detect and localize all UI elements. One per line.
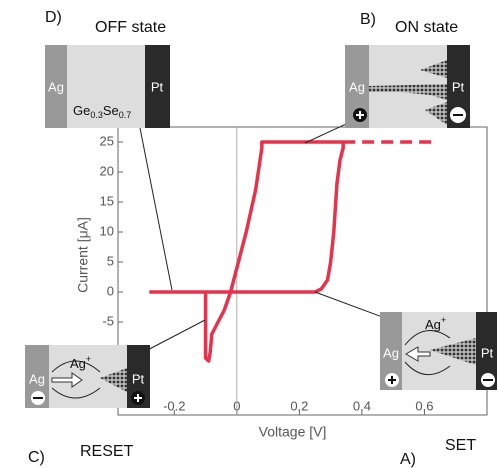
panel-on: Ag Pt B) ON state bbox=[345, 11, 470, 128]
y-tick-label: 0 bbox=[107, 283, 114, 298]
y-axis-label: Current [μA] bbox=[75, 217, 91, 293]
panel-caption: ON state bbox=[395, 19, 458, 36]
x-tick-label: 0.4 bbox=[353, 398, 371, 413]
panel-label: B) bbox=[360, 11, 376, 28]
y-tick-label: -5 bbox=[102, 313, 114, 328]
panel-caption: RESET bbox=[80, 443, 134, 460]
panel-caption: OFF state bbox=[95, 19, 166, 36]
panel-off: Ag Pt Ge0.3Se0.7 D) OFF state bbox=[45, 9, 170, 128]
y-tick-label: 20 bbox=[100, 163, 114, 178]
cathode: Pt bbox=[452, 79, 465, 94]
connector bbox=[314, 291, 386, 319]
anode: Ag bbox=[48, 79, 64, 94]
panel-label: A) bbox=[400, 451, 416, 468]
panel-label: D) bbox=[45, 9, 62, 26]
panel-label: C) bbox=[28, 449, 45, 466]
anode: Ag bbox=[349, 79, 365, 94]
y-tick-label: 10 bbox=[100, 223, 114, 238]
plot-frame bbox=[117, 126, 488, 416]
panel-set: Ag Pt Ag+ A) SET bbox=[380, 312, 497, 468]
panel-reset: Ag Pt Ag+ C) RESET bbox=[25, 345, 150, 466]
x-tick-label: 0.6 bbox=[415, 398, 433, 413]
curve bbox=[149, 140, 345, 363]
ion: Ag+ bbox=[425, 315, 446, 332]
anode: Ag bbox=[29, 371, 45, 386]
y-tick-label: 15 bbox=[100, 193, 114, 208]
connector bbox=[139, 127, 173, 291]
y-tick-label: 25 bbox=[100, 133, 114, 148]
x-tick-label: -0.2 bbox=[163, 398, 185, 413]
panel-caption: SET bbox=[445, 437, 476, 454]
x-tick-label: 0.2 bbox=[290, 398, 308, 413]
ion: Ag+ bbox=[70, 354, 91, 371]
y-tick-label: 5 bbox=[107, 253, 114, 268]
x-axis-label: Voltage [V] bbox=[259, 424, 327, 440]
cathode: Pt bbox=[481, 345, 494, 360]
cathode: Pt bbox=[151, 79, 164, 94]
cathode: Pt bbox=[132, 371, 145, 386]
film: Ge0.3Se0.7 bbox=[73, 103, 131, 120]
anode: Ag bbox=[383, 345, 399, 360]
